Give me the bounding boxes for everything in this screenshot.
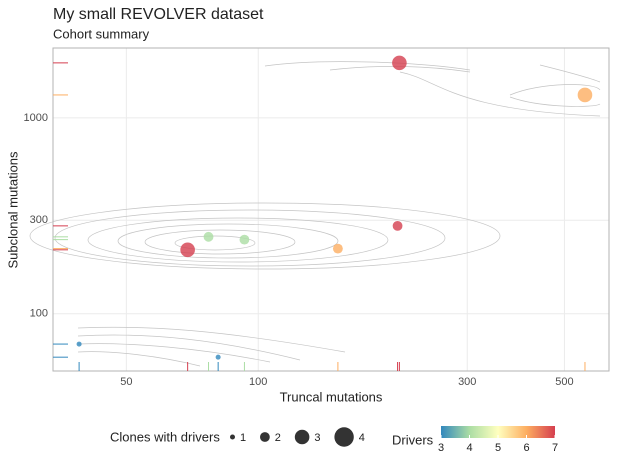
- x-axis-label: Truncal mutations: [280, 389, 383, 404]
- size-legend-title: Clones with drivers: [110, 429, 220, 444]
- point: [577, 87, 593, 103]
- x-tick-label: 500: [555, 376, 573, 388]
- point: [180, 242, 195, 258]
- point: [332, 243, 343, 254]
- color-legend-label: 3: [438, 442, 444, 454]
- color-legend-label: 6: [523, 442, 529, 454]
- point: [392, 220, 403, 231]
- size-legend-label: 3: [314, 432, 320, 444]
- size-legend-label: 1: [240, 432, 246, 444]
- x-tick-label: 300: [458, 376, 476, 388]
- size-legend-label: 2: [275, 432, 281, 444]
- size-legend-key: [294, 429, 310, 445]
- point: [203, 231, 214, 242]
- x-tick-label: 100: [249, 376, 267, 388]
- point: [239, 234, 250, 245]
- marks: [53, 55, 593, 371]
- size-legend-key: [260, 432, 270, 442]
- y-tick-label: 100: [30, 308, 48, 320]
- color-legend-label: 4: [466, 442, 472, 454]
- chart-subtitle: Cohort summary: [53, 26, 150, 41]
- point: [215, 354, 221, 360]
- plot-border: [52, 47, 610, 372]
- color-legend-label: 5: [495, 442, 501, 454]
- size-legend-label: 4: [359, 432, 365, 444]
- chart-title: My small REVOLVER dataset: [53, 6, 264, 23]
- y-tick-label: 1000: [24, 112, 48, 124]
- y-tick-label: 300: [30, 214, 48, 226]
- color-legend: 3 4 5 6 7: [438, 435, 558, 454]
- grid: [53, 48, 609, 371]
- point: [392, 55, 407, 71]
- density-contours: [29, 61, 601, 367]
- color-legend-label: 7: [552, 442, 558, 454]
- color-legend-title: Drivers: [392, 432, 434, 447]
- x-tick-label: 50: [120, 376, 132, 388]
- y-axis-label: Subclonal mutations: [5, 151, 20, 269]
- size-legend-key: [230, 434, 235, 440]
- size-legend-key: [334, 427, 354, 447]
- point: [76, 341, 82, 347]
- size-legend: 1 2 3 4: [230, 427, 365, 447]
